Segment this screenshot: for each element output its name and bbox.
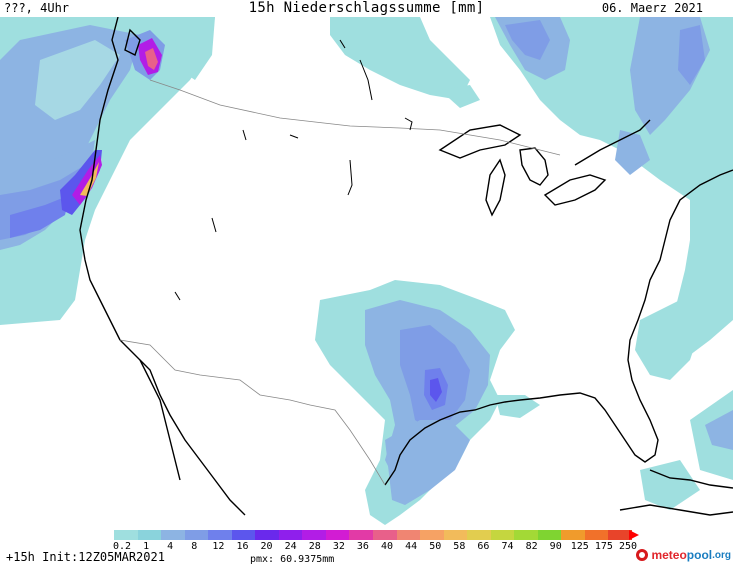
coastlines — [79, 17, 733, 516]
pmx-label: pmx: 60.9375mm — [250, 554, 335, 565]
legend-swatch — [278, 530, 303, 540]
legend-tick-label: 82 — [525, 541, 538, 552]
legend-tick-label: 58 — [453, 541, 466, 552]
logo-text-suffix: .org — [712, 549, 731, 561]
legend-swatch — [443, 530, 468, 540]
legend-color-bar — [114, 530, 633, 540]
legend-swatch — [302, 530, 326, 540]
legend-tick-label: 4 — [167, 541, 174, 552]
legend-swatch — [373, 530, 397, 540]
legend-swatch — [608, 530, 633, 540]
legend-swatch — [325, 530, 350, 540]
legend-tick-label: 36 — [356, 541, 369, 552]
legend-swatch — [396, 530, 421, 540]
legend-swatch — [420, 530, 444, 540]
legend-tick-label: 12 — [212, 541, 225, 552]
legend-tick-label: 20 — [260, 541, 273, 552]
precip-field-northeast — [330, 17, 733, 510]
date-label: 06. Maerz 2021 — [601, 1, 703, 15]
model-run-label: +15h Init:12Z05MAR2021 — [6, 550, 165, 564]
legend-swatch — [137, 530, 162, 540]
legend-swatch — [561, 530, 585, 540]
legend-swatch — [161, 530, 185, 540]
legend-swatch — [584, 530, 609, 540]
legend-tick-label: 40 — [381, 541, 394, 552]
legend-swatch — [184, 530, 209, 540]
precip-field-pacific — [0, 17, 215, 325]
legend-tick-label: 24 — [284, 541, 297, 552]
meteopool-logo[interactable]: meteo pool .org — [636, 548, 731, 562]
legend-tick-label: 74 — [501, 541, 514, 552]
precip-field-gulf — [315, 280, 540, 525]
legend-swatch — [467, 530, 491, 540]
legend-tick-label: 66 — [477, 541, 490, 552]
color-legend — [114, 530, 639, 540]
legend-tick-label: 16 — [236, 541, 249, 552]
legend-tick-label: 44 — [405, 541, 418, 552]
logo-text-meteo: meteo — [651, 548, 687, 562]
legend-tick-label: 28 — [308, 541, 321, 552]
legend-swatch — [514, 530, 538, 540]
precipitation-map — [0, 17, 733, 525]
legend-swatch — [537, 530, 562, 540]
legend-tick-label: 125 — [570, 541, 589, 552]
header-bar: ???, 4Uhr 15h Niederschlagssumme [mm] 06… — [0, 0, 733, 18]
legend-tick-label: 50 — [429, 541, 442, 552]
legend-tick-label: 32 — [332, 541, 345, 552]
legend-tick-labels: 0.2 1 4 8 12 16 20 24 28 32 36 40 44 50 58 66 74 82 90 125 1… — [110, 541, 640, 553]
legend-tick-label: 175 — [594, 541, 613, 552]
logo-text-pool: pool — [686, 548, 713, 562]
legend-swatch — [208, 530, 232, 540]
legend-swatch — [490, 530, 515, 540]
legend-swatch — [255, 530, 279, 540]
map-title: 15h Niederschlagssumme [mm] — [248, 0, 485, 16]
legend-tick-label: 90 — [549, 541, 562, 552]
legend-tick-label: 1 — [143, 541, 150, 552]
legend-tick-label: 250 — [618, 541, 638, 552]
lakes — [174, 39, 413, 301]
location-time-label: ???, 4Uhr — [4, 1, 70, 15]
borders — [119, 79, 561, 486]
logo-icon — [636, 549, 649, 561]
legend-swatch — [231, 530, 256, 540]
legend-tick-label: 0.2 — [112, 541, 132, 552]
legend-swatch — [114, 530, 138, 540]
legend-swatch — [349, 530, 374, 540]
legend-tick-label: 8 — [191, 541, 198, 552]
legend-arrow-icon — [629, 530, 639, 540]
